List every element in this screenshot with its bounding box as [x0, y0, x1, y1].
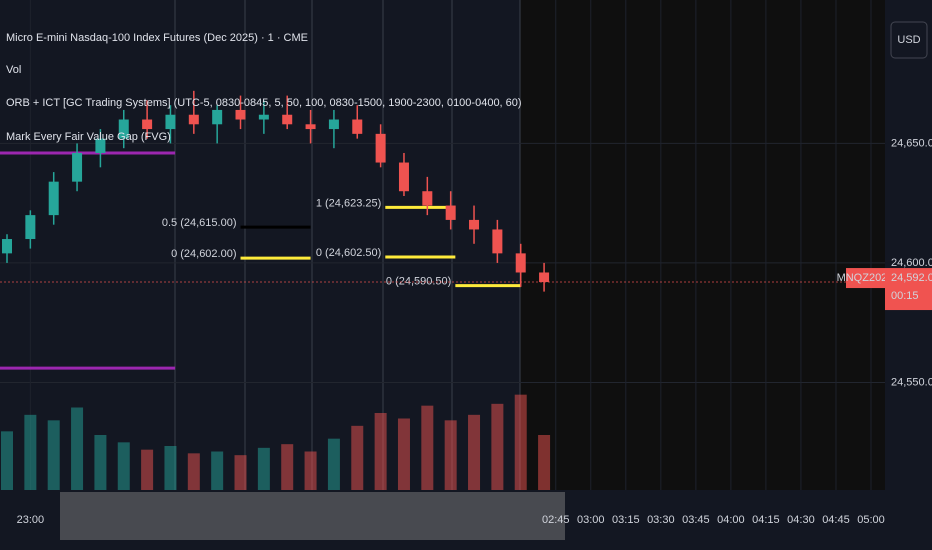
x-tick-label: 04:30 — [787, 514, 815, 526]
x-tick-label: 03:45 — [682, 514, 710, 526]
x-tick-label: 03:30 — [647, 514, 675, 526]
volume-bar — [47, 420, 60, 490]
currency[interactable]: USD — [897, 34, 920, 46]
candle-body — [95, 138, 106, 153]
x-tick-label: 02:45 — [542, 514, 570, 526]
level-label: 0 (24,602.50) — [316, 247, 381, 259]
candle-body — [422, 191, 433, 206]
indicator-label: Vol — [6, 64, 21, 76]
volume-bar — [117, 442, 130, 490]
volume-bar — [24, 414, 37, 490]
volume-bar — [514, 394, 527, 490]
volume-bar — [71, 407, 84, 490]
candle-body — [445, 205, 456, 220]
indicator-label: ORB + ICT [GC Trading Systems] (UTC-5, 0… — [6, 97, 522, 109]
candle-body — [118, 119, 129, 139]
x-tick-label: 05:00 — [857, 514, 885, 526]
candle-body — [352, 119, 363, 134]
candle-body — [328, 119, 339, 130]
candle-body — [188, 114, 199, 125]
price-tag — [885, 268, 932, 311]
candle-body — [48, 181, 59, 216]
candle-body — [212, 109, 223, 125]
indicator-label: Mark Every Fair Value Gap (FVG) — [6, 131, 171, 143]
volume-bar — [281, 444, 294, 490]
y-tick-label: 24,650.00 — [891, 137, 932, 149]
currency-button[interactable] — [890, 21, 928, 59]
future-area — [520, 0, 885, 490]
candle-body — [72, 152, 83, 182]
candle-body — [282, 114, 293, 125]
candle-body — [515, 253, 526, 273]
volume-bar — [491, 403, 504, 490]
volume-bar — [187, 453, 200, 490]
volume-bar — [468, 414, 481, 490]
volume-bar — [211, 451, 224, 490]
plot: 0 (24,602.00) 0.5 (24,615.00) 1 (24,623.25… — [0, 0, 885, 490]
candle-body — [492, 229, 503, 254]
volume-bar — [351, 425, 364, 490]
volume-bar — [304, 451, 317, 490]
volume-bar — [141, 449, 154, 490]
countdown: 00:15 — [891, 290, 919, 302]
candle-body — [165, 114, 176, 130]
level-label: 0 (24,590.50) — [386, 276, 451, 288]
symbol-label: MNQZ2025 — [837, 272, 894, 284]
price-tag — [846, 268, 885, 289]
volume-bar — [444, 420, 457, 490]
chart-title: Micro E-mini Nasdaq-100 Index Futures (D… — [6, 32, 308, 44]
volume-bar — [234, 455, 247, 490]
time-axis-highlight — [60, 492, 565, 540]
volume-bar — [1, 431, 14, 490]
x-tick-label: 04:15 — [752, 514, 780, 526]
candle-body — [539, 272, 550, 283]
volume-bar — [421, 405, 434, 490]
candle-body — [235, 109, 246, 120]
volume-bar — [374, 413, 387, 490]
y-tick-label: 24,600.00 — [891, 257, 932, 269]
x-tick-label: 23:00 — [17, 514, 45, 526]
volume-bar — [327, 438, 340, 490]
candle-body — [258, 114, 269, 120]
current-price-label: 24,592.00 — [891, 272, 932, 284]
y-tick-label: 24,550.00 — [891, 376, 932, 388]
volume-bar — [257, 447, 270, 490]
candle-body — [375, 133, 386, 163]
x-tick-label: 04:45 — [822, 514, 850, 526]
volume-bar — [94, 435, 107, 490]
candle-body — [469, 219, 480, 230]
volume-bar — [164, 446, 177, 490]
level-label: 1 (24,623.25) — [316, 197, 381, 209]
x-tick-label: 03:15 — [612, 514, 640, 526]
candle-body — [305, 124, 316, 130]
x-tick-label: 03:00 — [577, 514, 605, 526]
x-tick-label: 04:00 — [717, 514, 745, 526]
candle-body — [25, 215, 36, 240]
volume-bar — [397, 418, 410, 490]
level-label: 0 (24,602.00) — [171, 248, 236, 260]
candle-body — [398, 162, 409, 192]
candle-body — [2, 239, 13, 254]
candle-body — [142, 119, 153, 130]
level-label: 0.5 (24,615.00) — [162, 217, 237, 229]
volume-bar — [538, 435, 551, 490]
